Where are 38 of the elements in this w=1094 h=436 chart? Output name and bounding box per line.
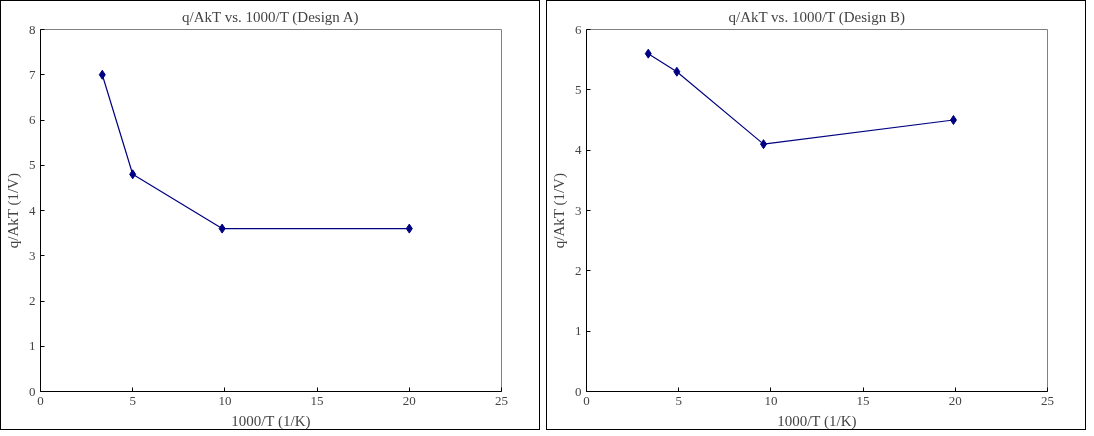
x-tick-label: 20	[402, 392, 416, 408]
point	[949, 115, 957, 125]
y-tick-label: 2	[29, 293, 36, 308]
y-tick-label: 8	[29, 21, 36, 37]
y-tick-label: 4	[575, 142, 582, 158]
point	[218, 223, 226, 234]
point	[760, 139, 768, 150]
x-axis-title: 1000/T (1/K)	[231, 412, 311, 430]
x-tick-label: 5	[675, 392, 682, 408]
y-tick-label: 3	[575, 202, 582, 218]
point	[129, 169, 137, 180]
y-tick-label: 3	[29, 247, 36, 263]
point	[98, 69, 106, 80]
x-tick-label: 10	[218, 392, 232, 408]
x-axis-title: 1000/T (1/K)	[777, 412, 857, 430]
y-axis-title: q/AkT (1/V)	[551, 173, 568, 249]
point	[644, 48, 652, 59]
point	[673, 66, 681, 77]
x-tick-label: 25	[495, 392, 508, 408]
chart-title: q/AkT vs. 1000/T (Design A)	[182, 8, 359, 26]
y-tick-label: 4	[29, 202, 36, 218]
chart-title: q/AkT vs. 1000/T (Design B)	[728, 8, 905, 26]
x-tick-label: 5	[129, 392, 136, 408]
y-tick-label: 2	[575, 262, 582, 278]
y-tick-label: 6	[29, 112, 36, 127]
x-tick-label: 20	[948, 392, 962, 408]
x-tick-label: 25	[1041, 392, 1054, 408]
point	[405, 223, 413, 234]
y-tick-label: 1	[29, 338, 36, 354]
y-axis-title: q/AkT (1/V)	[5, 173, 22, 249]
x-tick-label: 15	[856, 392, 870, 408]
x-tick-label: 10	[764, 392, 778, 408]
y-tick-label: 5	[575, 81, 582, 97]
y-tick-label: 7	[29, 66, 36, 82]
y-tick-label: 1	[575, 323, 582, 339]
y-tick-label: 5	[29, 157, 36, 173]
x-tick-label: 15	[310, 392, 324, 408]
y-tick-label: 6	[575, 21, 582, 37]
